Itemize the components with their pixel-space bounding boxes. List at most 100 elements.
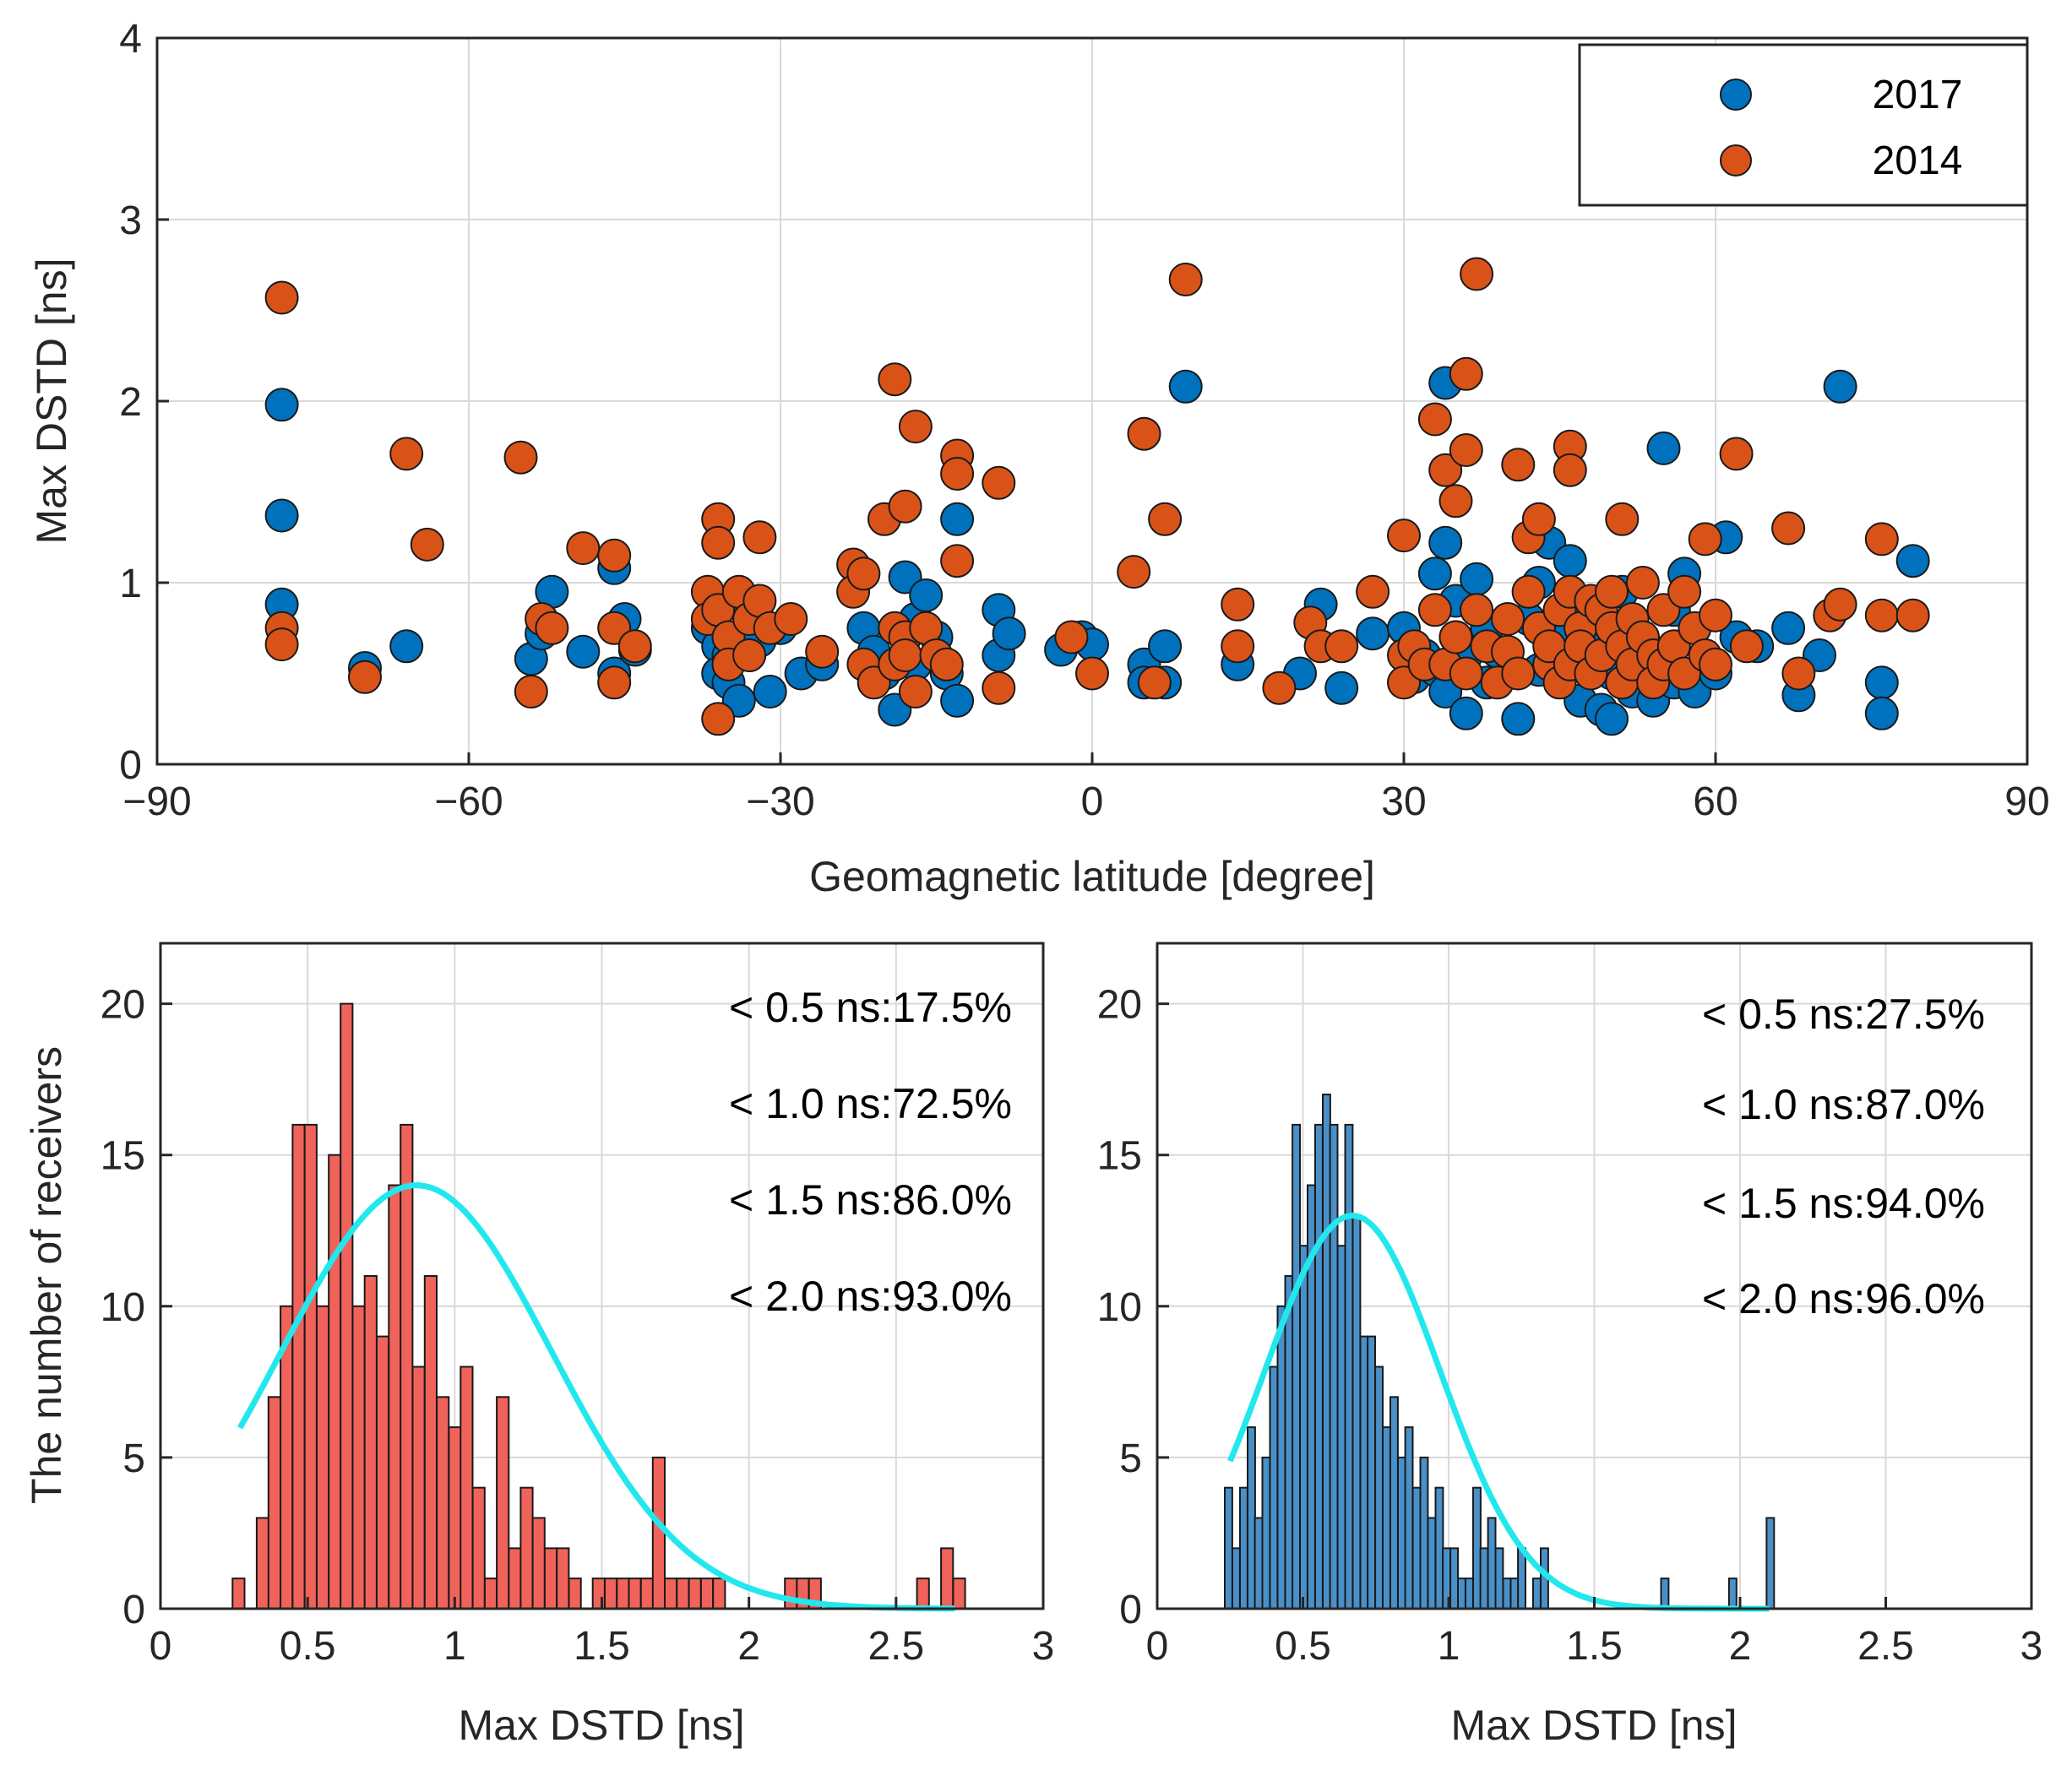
scatter-panel: −90 −60 −30 0 30 60 90 0 1 2 3 4 Geomagnetic latitu…: [28, 17, 2050, 900]
scatter-point-2014: [1148, 502, 1183, 536]
hist2017-xlabel: Max DSTD [ns]: [1451, 1702, 1738, 1749]
hist2014-bar: [543, 1547, 558, 1610]
hist2014-bar: [784, 1577, 798, 1610]
scatter-point-2017: [940, 502, 975, 536]
hist2014-bar: [231, 1577, 246, 1610]
hist2014-bar: [676, 1577, 690, 1610]
hist2014-xtick-label: 1.5: [574, 1624, 630, 1669]
scatter-point-2014: [1417, 593, 1452, 627]
scatter-point-2014: [1823, 587, 1857, 622]
scatter-point-2014: [503, 440, 538, 475]
scatter-point-2017: [566, 634, 601, 669]
hist2017-bar: [1299, 1245, 1308, 1610]
hist2017-bar: [1472, 1486, 1482, 1610]
scatter-ytick-label: 0: [119, 743, 142, 788]
hist2014-bar: [411, 1366, 426, 1610]
scatter-xtick-label: −30: [746, 779, 814, 824]
hist2014-bar: [471, 1486, 486, 1610]
scatter-point-2014: [1511, 574, 1546, 609]
hist2014-bar: [328, 1154, 342, 1610]
hist2014-annotation: < 0.5 ns:17.5%: [729, 984, 1012, 1031]
scatter-point-2014: [1262, 671, 1297, 705]
scatter-point-2014: [774, 602, 808, 636]
scatter-point-2014: [982, 671, 1016, 705]
scatter-point-2017: [1324, 671, 1359, 705]
scatter-point-2017: [1148, 629, 1183, 664]
scatter-point-2014: [1781, 656, 1816, 691]
scatter-point-2014: [701, 525, 736, 560]
scatter-point-2014: [1895, 598, 1930, 633]
legend-label-2014: 2014: [1873, 138, 1963, 183]
scatter-point-2014: [940, 544, 975, 578]
hist2014-bar: [699, 1577, 715, 1610]
hist2014-bar: [496, 1396, 510, 1610]
hist2017-bar: [1336, 1245, 1346, 1610]
hist2017-annotation: < 0.5 ns:27.5%: [1702, 991, 1985, 1038]
scatter-xtick-label: 90: [2004, 779, 2049, 824]
legend-box: [1578, 43, 2029, 207]
hist2014-bars: [231, 1002, 966, 1610]
scatter-point-2014: [1460, 593, 1494, 627]
hist2017-bar: [1419, 1456, 1429, 1610]
scatter-point-2014: [929, 647, 964, 681]
hist2017-bar: [1389, 1396, 1399, 1610]
scatter-point-2017: [1501, 702, 1536, 736]
hist2014-bar: [952, 1577, 966, 1610]
hist2014-bar: [267, 1396, 281, 1610]
scatter-ticks: −90 −60 −30 0 30 60 90 0 1 2 3 4: [119, 17, 2049, 824]
hist2017-bar: [1660, 1577, 1670, 1610]
hist2017-bar: [1765, 1517, 1776, 1610]
hist2014-bar: [255, 1517, 270, 1610]
hist2014-bar: [303, 1123, 318, 1610]
hist2014-bar: [376, 1335, 390, 1610]
scatter-point-2017: [1417, 557, 1452, 591]
scatter-point-2017: [753, 675, 787, 709]
scatter-point-2014: [1054, 620, 1089, 654]
scatter-point-2017: [1356, 616, 1390, 651]
hist2014-bar: [351, 1305, 366, 1610]
scatter-point-2014: [1075, 656, 1109, 691]
scatter-point-2014: [1553, 453, 1587, 487]
scatter-point-2014: [982, 465, 1016, 500]
scatter-point-2014: [1137, 665, 1172, 700]
scatter-point-2017: [1553, 544, 1587, 578]
hist2014-xlabel: Max DSTD [ns]: [459, 1702, 745, 1749]
hist2017-xtick-label: 2.5: [1857, 1624, 1914, 1669]
scatter-point-2017: [1460, 562, 1494, 596]
hist2017-annotation: < 2.0 ns:96.0%: [1702, 1275, 1985, 1322]
scatter-point-2014: [1667, 574, 1702, 609]
scatter-point-2014: [1324, 629, 1359, 664]
hist2017-bar: [1727, 1577, 1738, 1610]
hist2014-xtick-label: 2: [737, 1624, 760, 1669]
scatter-point-2014: [1168, 263, 1203, 296]
scatter-point-2017: [1428, 525, 1463, 560]
hist2014-bar: [316, 1305, 330, 1610]
hist2017-ytick-label: 5: [1119, 1436, 1142, 1481]
scatter-legend: 2017 2014: [1578, 43, 2029, 207]
hist2017-xtick-label: 0.5: [1275, 1624, 1331, 1669]
hist2014-xtick-label: 0: [150, 1624, 172, 1669]
scatter-point-2014: [1699, 598, 1732, 633]
scatter-point-2014: [1595, 574, 1629, 609]
scatter-point-2017: [940, 683, 975, 718]
scatter-point-2014: [1438, 620, 1473, 654]
scatter-point-2014: [878, 362, 912, 397]
hist2017-annotation: < 1.5 ns:94.0%: [1702, 1180, 1985, 1227]
hist2014-xtick-label: 2.5: [867, 1624, 924, 1669]
scatter-point-2014: [742, 520, 777, 555]
hist2017-ytick-label: 0: [1119, 1588, 1142, 1632]
hist2017-bar: [1232, 1547, 1241, 1610]
hist2014-bar: [628, 1577, 642, 1610]
scatter-point-2014: [701, 702, 736, 736]
hist2017-xtick-label: 2: [1729, 1624, 1752, 1669]
hist2017-ticks: 0 0.5 1 1.5 2 2.5 3 0 5 10 15 20: [1097, 983, 2043, 1669]
scatter-point-2014: [1625, 566, 1660, 600]
hist2017-bar: [1269, 1366, 1279, 1610]
hist2014-bar: [436, 1396, 450, 1610]
scatter-point-2014: [389, 437, 424, 471]
scatter-point-2014: [1864, 598, 1899, 633]
hist2014-ytick-label: 10: [101, 1285, 145, 1330]
scatter-xtick-label: −90: [122, 779, 191, 824]
hist2014-fit-line: [237, 1182, 955, 1612]
scatter-ytick-label: 1: [119, 562, 142, 606]
